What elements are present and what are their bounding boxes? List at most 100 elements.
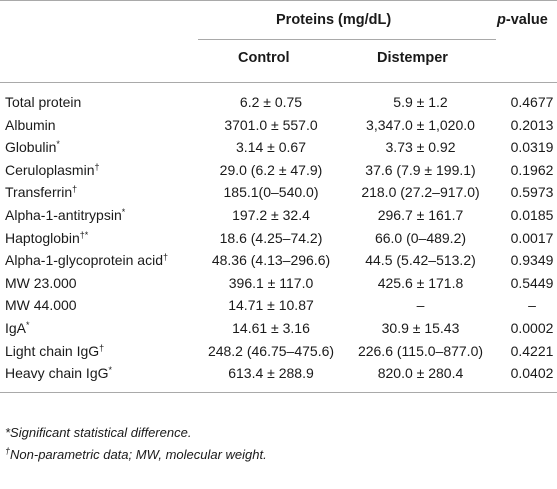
control-value-cell: 6.2 ± 0.75 <box>239 94 303 110</box>
table-top-rule <box>0 0 557 1</box>
row-name: Haptoglobin <box>5 229 80 246</box>
p-suffix: -value <box>505 12 548 28</box>
distemper-value-cell: 30.9 ± 15.43 <box>381 319 460 336</box>
footnote-nonparametric: †Non-parametric data; MW, molecular weig… <box>5 446 267 463</box>
row-name-cell: MW 44.000 <box>0 294 203 317</box>
distemper-value-cell: 820.0 ± 280.4 <box>377 365 464 382</box>
p-italic: p <box>497 12 506 28</box>
p-value-cell: 0.2013 <box>510 116 554 133</box>
table-row: Globulin* 3.14 ± 0.67 3.73 ± 0.92 0.0319 <box>0 136 557 159</box>
row-name: Alpha-1-glycoprotein acid <box>5 252 163 269</box>
row-name: MW 23.000 <box>5 274 77 291</box>
col-header-control: Control <box>238 50 290 66</box>
row-footnote-mark: * <box>108 365 113 376</box>
distemper-value-cell: 3.73 ± 0.92 <box>385 139 456 156</box>
row-name: Albumin <box>5 116 56 133</box>
p-value-cell: 0.4677 <box>510 94 554 110</box>
p-value-cell: 0.1962 <box>510 161 554 178</box>
row-footnote-mark: †* <box>79 229 89 240</box>
control-value-cell: 48.36 (4.13–296.6) <box>211 252 331 269</box>
row-name-cell: Alpha-1-antitrypsin* <box>0 204 203 227</box>
p-value-cell: 0.0319 <box>510 139 554 156</box>
table-row: Albumin 3701.0 ± 557.0 3,347.0 ± 1,020.0 0.… <box>0 114 557 137</box>
distemper-value-cell: 425.6 ± 171.8 <box>377 274 464 291</box>
row-name-cell: Haptoglobin†* <box>0 227 203 250</box>
table-row: Transferrin† 185.1(0–540.0) 218.0 (27.2–91… <box>0 181 557 204</box>
group-underline-rule <box>198 39 496 40</box>
row-name-cell: MW 23.000 <box>0 272 203 295</box>
table-bottom-rule <box>0 392 557 393</box>
control-value-cell: 248.2 (46.75–475.6) <box>207 342 335 359</box>
row-name-cell: Ceruloplasmin† <box>0 159 203 182</box>
footnote-text: *Significant statistical difference. <box>5 425 192 440</box>
row-name-cell: Total protein <box>0 91 203 114</box>
header-bottom-rule <box>0 82 557 83</box>
row-name: Ceruloplasmin <box>5 161 95 178</box>
p-value-cell: 0.0185 <box>510 206 554 223</box>
p-value-cell: 0.5973 <box>510 184 554 201</box>
distemper-value-cell: 226.6 (115.0–877.0) <box>357 342 484 359</box>
table-row: Alpha-1-glycoprotein acid† 48.36 (4.13–29… <box>0 249 557 272</box>
row-name: Heavy chain IgG <box>5 365 109 382</box>
row-name: Total protein <box>5 94 82 110</box>
table-row: IgA* 14.61 ± 3.16 30.9 ± 15.43 0.0002 <box>0 317 557 340</box>
p-value-cell: 0.4221 <box>510 342 554 359</box>
distemper-value-cell: – <box>416 297 425 314</box>
table-row: MW 44.000 14.71 ± 10.87 – – <box>0 294 557 317</box>
control-value-cell: 396.1 ± 117.0 <box>228 274 314 291</box>
footnote-mark: † <box>5 446 11 456</box>
p-value-cell: 0.5449 <box>510 274 554 291</box>
col-header-distemper: Distemper <box>377 50 448 66</box>
control-value-cell: 185.1(0–540.0) <box>223 184 319 201</box>
row-footnote-mark: † <box>99 342 105 353</box>
distemper-value-cell: 296.7 ± 161.7 <box>377 206 464 223</box>
control-value-cell: 14.61 ± 3.16 <box>232 319 310 336</box>
footnote-text: Non-parametric data; MW, molecular weigh… <box>10 447 267 462</box>
table-row: Total protein 6.2 ± 0.75 5.9 ± 1.2 0.4677 <box>0 91 557 114</box>
table-row: Haptoglobin†* 18.6 (4.25–74.2) 66.0 (0–489… <box>0 227 557 250</box>
row-name-cell: Alpha-1-glycoprotein acid† <box>0 249 203 272</box>
row-name: Transferrin <box>5 184 73 201</box>
p-value-header: p-value <box>497 12 548 28</box>
row-name: IgA <box>5 319 27 336</box>
distemper-value-cell: 3,347.0 ± 1,020.0 <box>366 116 475 133</box>
table-row: Heavy chain IgG* 613.4 ± 288.9 820.0 ± 280… <box>0 362 557 385</box>
group-header-proteins: Proteins (mg/dL) <box>276 12 392 28</box>
row-footnote-mark: * <box>56 139 60 150</box>
table-row: MW 23.000 396.1 ± 117.0 425.6 ± 171.8 0.544… <box>0 272 557 295</box>
distemper-value-cell: 66.0 (0–489.2) <box>374 229 467 246</box>
control-value-cell: 29.0 (6.2 ± 47.9) <box>219 161 323 178</box>
row-footnote-mark: * <box>26 319 30 330</box>
distemper-value-cell: 218.0 (27.2–917.0) <box>361 184 480 201</box>
row-name-cell: IgA* <box>0 317 203 340</box>
row-name: MW 44.000 <box>5 297 77 314</box>
control-value-cell: 18.6 (4.25–74.2) <box>219 229 323 246</box>
distemper-value-cell: 37.6 (7.9 ± 199.1) <box>365 161 476 178</box>
row-name-cell: Transferrin† <box>0 181 203 204</box>
row-footnote-mark: † <box>94 161 100 172</box>
table-row: Ceruloplasmin† 29.0 (6.2 ± 47.9) 37.6 (7.9… <box>0 159 557 182</box>
p-value-cell: – <box>528 297 536 314</box>
p-value-cell: 0.9349 <box>510 252 554 269</box>
row-name: Light chain IgG <box>5 342 100 359</box>
control-value-cell: 613.4 ± 288.9 <box>228 365 314 382</box>
table-row: Light chain IgG† 248.2 (46.75–475.6) 226.6… <box>0 340 557 363</box>
row-footnote-mark: † <box>162 252 168 263</box>
p-value-cell: 0.0017 <box>510 229 554 246</box>
control-value-cell: 197.2 ± 32.4 <box>232 206 310 223</box>
control-value-cell: 3.14 ± 0.67 <box>236 139 306 156</box>
distemper-value-cell: 44.5 (5.42–513.2) <box>365 252 476 269</box>
proteins-table: Total protein 6.2 ± 0.75 5.9 ± 1.2 0.4677 Al… <box>0 91 557 385</box>
row-name: Globulin <box>5 139 57 156</box>
distemper-value-cell: 5.9 ± 1.2 <box>393 94 448 110</box>
row-name-cell: Globulin* <box>0 136 203 159</box>
row-name: Alpha-1-antitrypsin <box>5 206 122 223</box>
control-value-cell: 3701.0 ± 557.0 <box>224 116 318 133</box>
p-value-cell: 0.0002 <box>510 319 554 336</box>
p-value-cell: 0.0402 <box>510 365 554 382</box>
row-name-cell: Light chain IgG† <box>0 340 203 363</box>
table-row: Alpha-1-antitrypsin* 197.2 ± 32.4 296.7 ± … <box>0 204 557 227</box>
row-name-cell: Heavy chain IgG* <box>0 362 203 385</box>
footnote-significance: *Significant statistical difference. <box>5 425 191 440</box>
row-footnote-mark: † <box>72 184 78 195</box>
